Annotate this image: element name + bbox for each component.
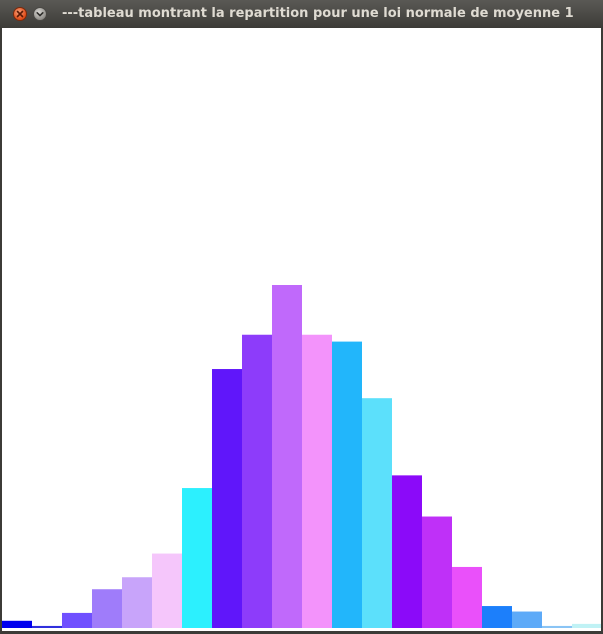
histogram-bar [2,620,32,628]
window-menu-button[interactable] [33,7,47,21]
histogram-bar [512,611,542,628]
histogram-bar [152,553,182,628]
histogram-bar [542,625,572,628]
histogram-bar [572,623,601,628]
histogram-bar [182,488,212,628]
title-bar[interactable]: ---tableau montrant la repartition pour … [0,0,603,28]
histogram-bar [32,625,62,628]
histogram-bar [422,516,452,628]
histogram-bar [212,369,242,628]
window-title: ---tableau montrant la repartition pour … [62,6,574,21]
close-button[interactable] [13,7,27,21]
histogram-bar [452,566,482,628]
histogram-bar [62,612,92,628]
histogram-bar [242,334,272,628]
histogram-bar [302,334,332,628]
histogram-bar [392,475,422,628]
histogram-bar [272,285,302,628]
histogram-bar [122,577,152,628]
histogram-bar [362,398,392,628]
close-icon [16,10,24,18]
histogram-chart [2,285,601,628]
chevron-down-icon [36,12,44,17]
chart-canvas [2,28,601,631]
histogram-bar [482,606,512,628]
histogram-bar [92,589,122,628]
histogram-bar [332,341,362,628]
window-bottom-edge [0,631,603,634]
